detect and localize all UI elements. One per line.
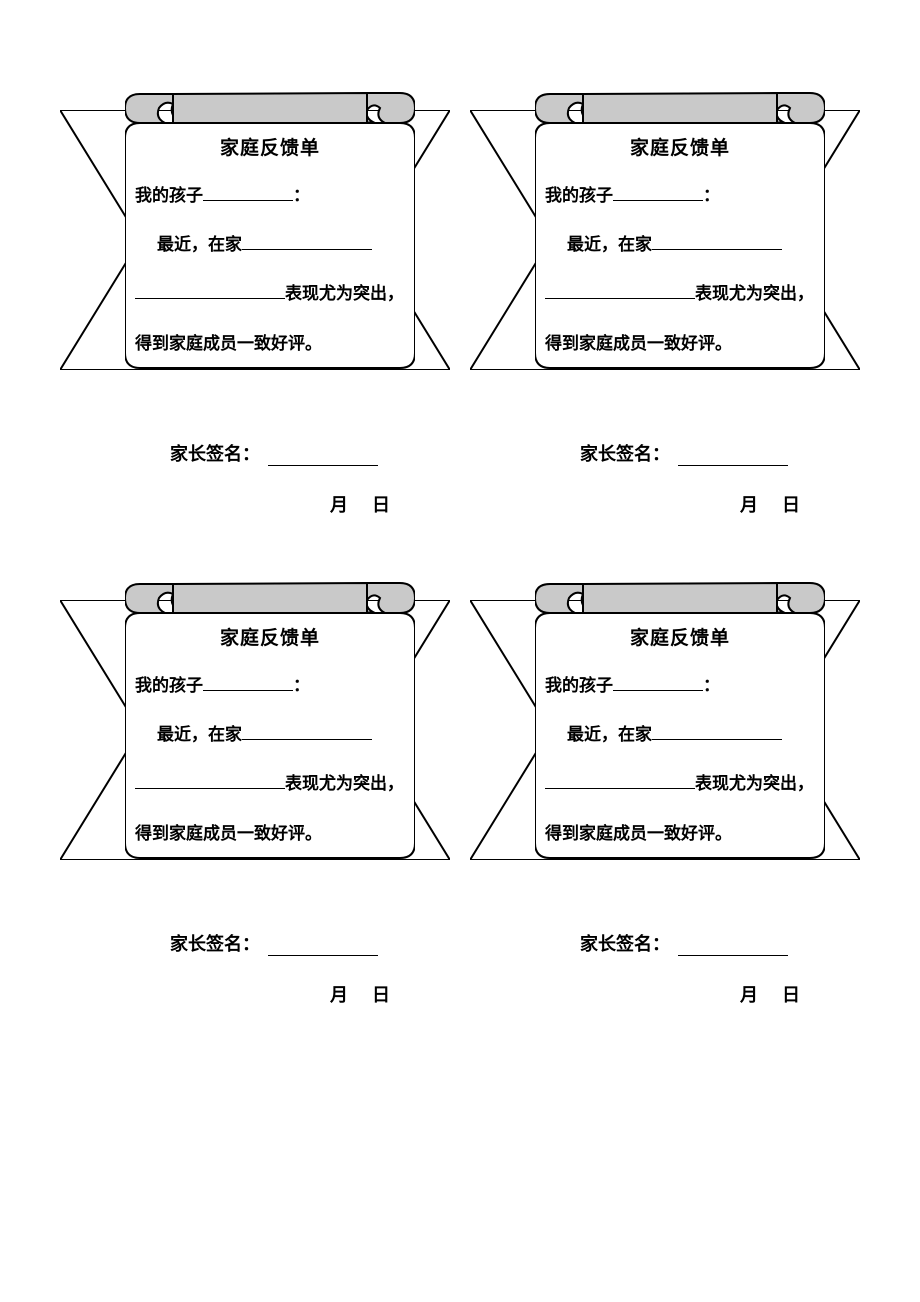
signature-line: 家长签名： xyxy=(470,440,860,466)
child-label: 我的孩子 xyxy=(135,186,203,205)
signature-blank[interactable] xyxy=(678,448,788,466)
colon: ： xyxy=(703,186,720,205)
feedback-card: 家庭反馈单 我的孩子 ： 最近，在家 表现尤为突出， 得到家庭成员一致好评。 家长… xyxy=(60,570,450,1040)
recently-line: 最近，在家 xyxy=(135,721,405,748)
feedback-card: 家庭反馈单 我的孩子 ： 最近，在家 表现尤为突出， 得到家庭成员一致好评。 家长… xyxy=(470,570,860,1040)
behavior-blank-1[interactable] xyxy=(652,233,782,250)
child-name-blank[interactable] xyxy=(613,674,703,691)
month-label: 月 xyxy=(330,495,348,515)
month-label: 月 xyxy=(740,985,758,1005)
child-name-blank[interactable] xyxy=(203,674,293,691)
card-title: 家庭反馈单 xyxy=(545,623,815,650)
child-name-line: 我的孩子 ： xyxy=(545,672,815,699)
card-title: 家庭反馈单 xyxy=(545,133,815,160)
signature-label: 家长签名： xyxy=(170,934,260,954)
colon: ： xyxy=(293,186,310,205)
signature-line: 家长签名： xyxy=(470,930,860,956)
recently-line: 最近，在家 xyxy=(135,231,405,258)
outstanding-label: 表现尤为突出， xyxy=(695,774,814,793)
child-name-blank[interactable] xyxy=(203,184,293,201)
child-name-line: 我的孩子 ： xyxy=(545,182,815,209)
outstanding-line: 表现尤为突出， xyxy=(545,770,815,797)
signature-label: 家长签名： xyxy=(580,934,670,954)
recently-line: 最近，在家 xyxy=(545,721,815,748)
day-label: 日 xyxy=(372,985,390,1005)
child-label: 我的孩子 xyxy=(545,676,613,695)
child-name-line: 我的孩子 ： xyxy=(135,672,405,699)
date-line: 月日 xyxy=(60,491,450,517)
date-line: 月日 xyxy=(470,981,860,1007)
card-title: 家庭反馈单 xyxy=(135,623,405,650)
outstanding-line: 表现尤为突出， xyxy=(135,280,405,307)
signature-label: 家长签名： xyxy=(170,444,260,464)
behavior-blank-1[interactable] xyxy=(652,723,782,740)
outstanding-label: 表现尤为突出， xyxy=(285,774,404,793)
recently-line: 最近，在家 xyxy=(545,231,815,258)
day-label: 日 xyxy=(782,495,800,515)
child-name-blank[interactable] xyxy=(613,184,703,201)
date-line: 月日 xyxy=(470,491,860,517)
signature-blank[interactable] xyxy=(268,448,378,466)
signature-blank[interactable] xyxy=(678,938,788,956)
behavior-blank-2[interactable] xyxy=(545,282,695,299)
month-label: 月 xyxy=(330,985,348,1005)
outstanding-label: 表现尤为突出， xyxy=(285,284,404,303)
outstanding-line: 表现尤为突出， xyxy=(135,770,405,797)
praise-line: 得到家庭成员一致好评。 xyxy=(545,330,815,357)
behavior-blank-1[interactable] xyxy=(242,723,372,740)
colon: ： xyxy=(703,676,720,695)
child-label: 我的孩子 xyxy=(135,676,203,695)
child-label: 我的孩子 xyxy=(545,186,613,205)
feedback-card: 家庭反馈单 我的孩子 ： 最近，在家 表现尤为突出， 得到家庭成员一致好评。 家长… xyxy=(470,80,860,550)
month-label: 月 xyxy=(740,495,758,515)
behavior-blank-2[interactable] xyxy=(135,772,285,789)
day-label: 日 xyxy=(782,985,800,1005)
outstanding-line: 表现尤为突出， xyxy=(545,280,815,307)
praise-line: 得到家庭成员一致好评。 xyxy=(135,820,405,847)
card-title: 家庭反馈单 xyxy=(135,133,405,160)
signature-line: 家长签名： xyxy=(60,930,450,956)
outstanding-label: 表现尤为突出， xyxy=(695,284,814,303)
recently-label: 最近，在家 xyxy=(157,725,242,744)
recently-label: 最近，在家 xyxy=(157,235,242,254)
day-label: 日 xyxy=(372,495,390,515)
praise-line: 得到家庭成员一致好评。 xyxy=(545,820,815,847)
recently-label: 最近，在家 xyxy=(567,235,652,254)
date-line: 月日 xyxy=(60,981,450,1007)
behavior-blank-1[interactable] xyxy=(242,233,372,250)
praise-line: 得到家庭成员一致好评。 xyxy=(135,330,405,357)
child-name-line: 我的孩子 ： xyxy=(135,182,405,209)
signature-line: 家长签名： xyxy=(60,440,450,466)
colon: ： xyxy=(293,676,310,695)
signature-blank[interactable] xyxy=(268,938,378,956)
behavior-blank-2[interactable] xyxy=(545,772,695,789)
signature-label: 家长签名： xyxy=(580,444,670,464)
recently-label: 最近，在家 xyxy=(567,725,652,744)
feedback-card: 家庭反馈单 我的孩子 ： 最近，在家 表现尤为突出， 得到家庭成员一致好评。 家长… xyxy=(60,80,450,550)
behavior-blank-2[interactable] xyxy=(135,282,285,299)
form-grid: 家庭反馈单 我的孩子 ： 最近，在家 表现尤为突出， 得到家庭成员一致好评。 家长… xyxy=(60,80,860,1040)
